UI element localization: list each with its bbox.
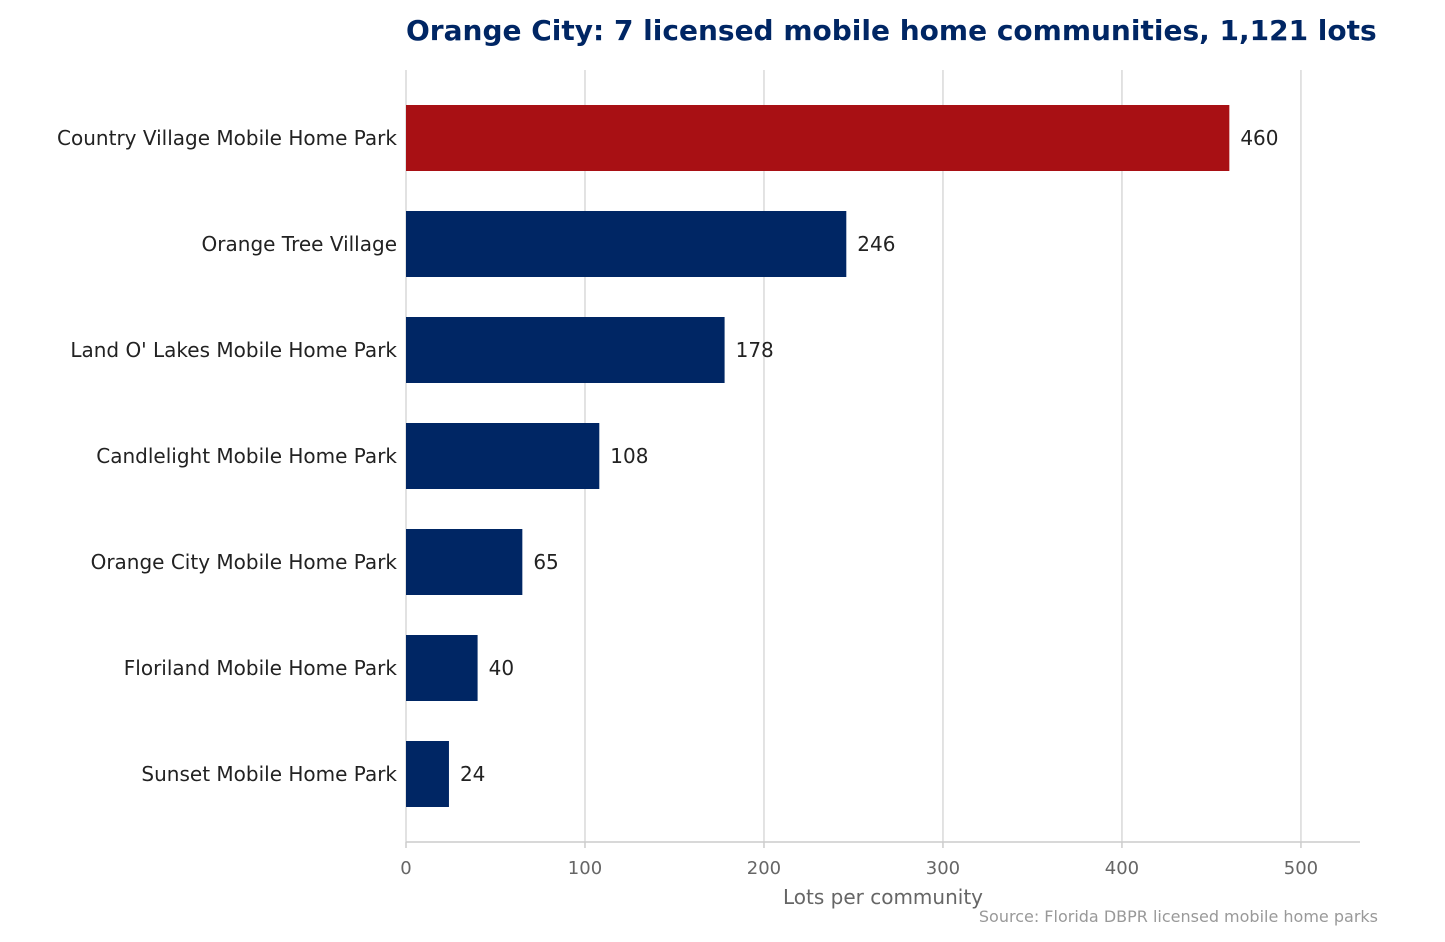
x-tick-label-100: 100 (568, 858, 602, 879)
x-tick-label-200: 200 (747, 858, 781, 879)
x-tick-label-500: 500 (1284, 858, 1318, 879)
value-label-1: 460 (1240, 126, 1278, 150)
bar-3 (406, 317, 725, 383)
category-label-5: Orange City Mobile Home Park (91, 550, 398, 574)
value-label-4: 108 (610, 444, 648, 468)
category-label-2: Orange Tree Village (202, 232, 397, 256)
x-tick-label-0: 0 (400, 858, 411, 879)
bar-5 (406, 529, 523, 595)
x-axis-title: Lots per community (783, 885, 983, 909)
x-tick-labels: 0 100 200 300 400 500 (400, 842, 1318, 879)
chart-title: Orange City: 7 licensed mobile home comm… (406, 14, 1377, 47)
source-note: Source: Florida DBPR licensed mobile hom… (979, 907, 1378, 926)
value-label-7: 24 (460, 762, 485, 786)
value-labels: 460 246 178 108 65 40 24 (460, 126, 1279, 786)
x-tick-label-400: 400 (1105, 858, 1139, 879)
category-labels: Country Village Mobile Home Park Orange T… (57, 126, 397, 786)
value-label-6: 40 (489, 656, 514, 680)
category-label-6: Floriland Mobile Home Park (124, 656, 398, 680)
category-label-3: Land O' Lakes Mobile Home Park (70, 338, 397, 362)
x-tick-label-300: 300 (926, 858, 960, 879)
category-label-1: Country Village Mobile Home Park (57, 126, 397, 150)
category-label-4: Candlelight Mobile Home Park (96, 444, 397, 468)
gridlines (405, 70, 1302, 842)
bars (406, 105, 1230, 807)
value-label-3: 178 (736, 338, 774, 362)
value-label-2: 246 (857, 232, 895, 256)
bar-2 (406, 211, 847, 277)
bar-7 (406, 741, 449, 807)
bar-1 (406, 105, 1230, 171)
bar-4 (406, 423, 600, 489)
bar-6 (406, 635, 478, 701)
category-label-7: Sunset Mobile Home Park (141, 762, 397, 786)
value-label-5: 65 (533, 550, 558, 574)
